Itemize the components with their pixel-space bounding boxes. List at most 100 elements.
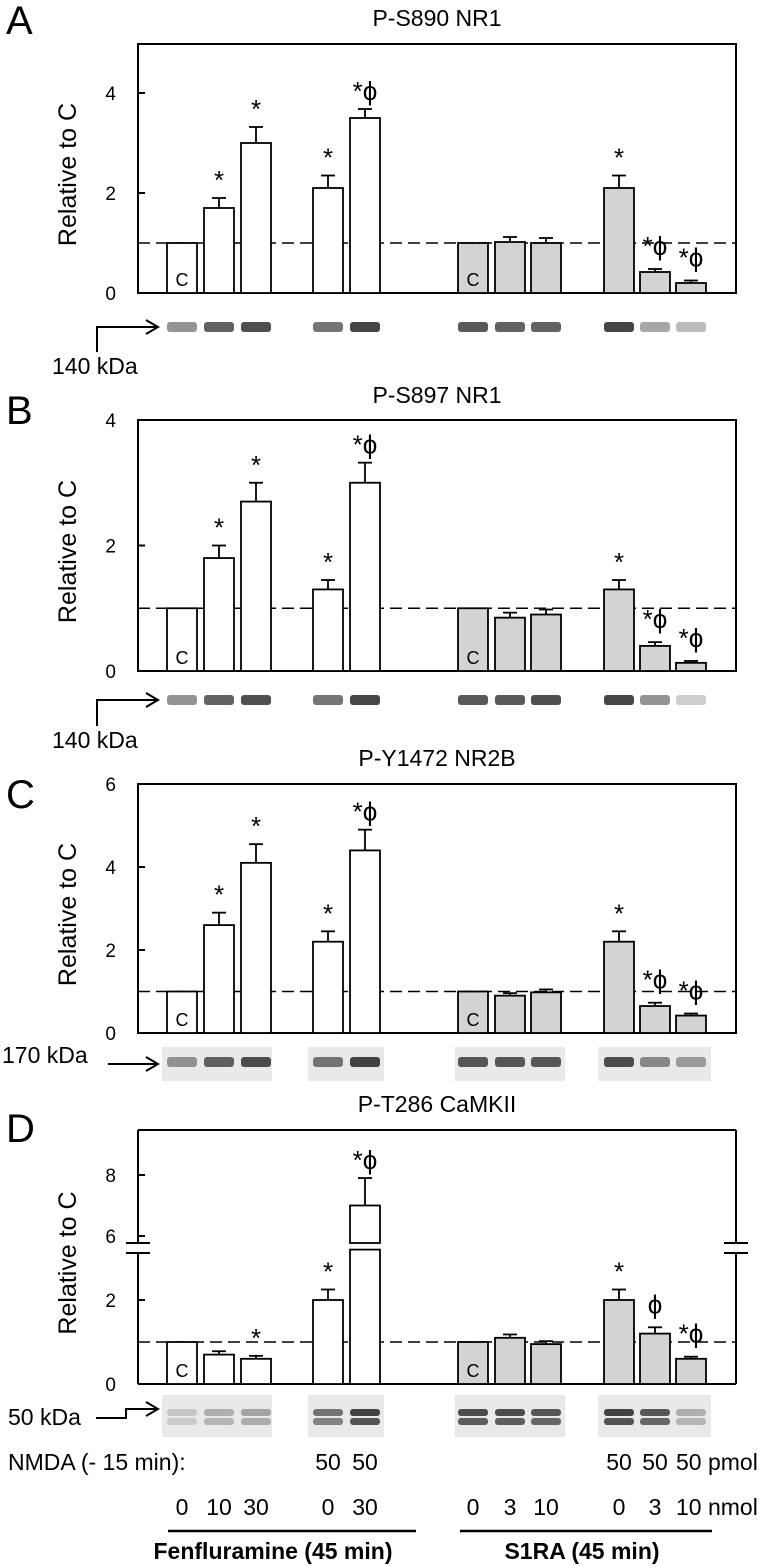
significance-mark: * bbox=[251, 1323, 261, 1353]
significance-mark: *ϕ bbox=[353, 76, 378, 106]
blot-band bbox=[350, 322, 380, 332]
drug-dose: 10 bbox=[533, 1494, 559, 1520]
nmda-label: NMDA (- 15 min): bbox=[8, 1449, 186, 1475]
bar bbox=[349, 1248, 381, 1385]
significance-mark: * bbox=[614, 143, 624, 173]
blot-band bbox=[604, 1409, 634, 1416]
blot-band bbox=[458, 1057, 488, 1067]
control-label: C bbox=[176, 648, 189, 668]
drug-dose: 3 bbox=[649, 1494, 662, 1520]
bar bbox=[203, 557, 235, 672]
bar bbox=[494, 241, 526, 294]
blot-band bbox=[640, 1418, 670, 1425]
control-label: C bbox=[176, 270, 189, 290]
bar bbox=[530, 991, 562, 1034]
blot-band bbox=[241, 1409, 271, 1416]
bar bbox=[203, 207, 235, 294]
panel-letter: B bbox=[6, 389, 33, 433]
group-label-fenfluramine: Fenfluramine (45 min) bbox=[154, 1538, 393, 1564]
blot-band bbox=[531, 1409, 561, 1416]
y-tick-label: 0 bbox=[105, 662, 116, 683]
drug-dose: 0 bbox=[322, 1494, 335, 1520]
bar bbox=[349, 117, 381, 294]
blot-band bbox=[495, 1418, 525, 1425]
group-label-s1ra: S1RA (45 min) bbox=[504, 1538, 659, 1564]
bar bbox=[240, 500, 272, 672]
blot-band bbox=[313, 695, 343, 705]
bar bbox=[603, 187, 635, 294]
blot-band bbox=[531, 1418, 561, 1425]
blot-band bbox=[204, 1418, 234, 1425]
kda-label: 140 kDa bbox=[52, 353, 138, 379]
blot-band bbox=[167, 322, 197, 332]
blot-band bbox=[676, 322, 706, 332]
y-tick-label: 8 bbox=[105, 1166, 116, 1187]
significance-mark: * bbox=[251, 811, 261, 841]
significance-mark: *ϕ bbox=[353, 430, 378, 460]
control-label: C bbox=[467, 1361, 480, 1381]
blot-band bbox=[241, 1418, 271, 1425]
significance-mark: * bbox=[614, 1257, 624, 1287]
panel-title: P-S897 NR1 bbox=[372, 382, 501, 408]
bar bbox=[349, 1204, 381, 1244]
y-tick-label: 0 bbox=[105, 1024, 116, 1045]
significance-mark: * bbox=[251, 94, 261, 124]
y-tick-label: 6 bbox=[105, 1227, 116, 1248]
drug-dose: 0 bbox=[176, 1494, 189, 1520]
bar bbox=[639, 1332, 671, 1385]
control-label: C bbox=[176, 1010, 189, 1030]
drug-dose: 0 bbox=[467, 1494, 480, 1520]
y-axis-label: Relative to C bbox=[54, 103, 82, 246]
nmda-dose: 50 bbox=[315, 1449, 341, 1475]
blot-band bbox=[640, 695, 670, 705]
blot-band bbox=[241, 1057, 271, 1067]
blot-band bbox=[531, 1057, 561, 1067]
blot-band bbox=[204, 1057, 234, 1067]
drug-dose: 10 nmol bbox=[676, 1494, 758, 1520]
kda-label: 140 kDa bbox=[52, 727, 138, 753]
bar bbox=[639, 1005, 671, 1034]
blot-arrow bbox=[96, 326, 156, 352]
control-label: C bbox=[467, 1010, 480, 1030]
bar bbox=[603, 1299, 635, 1385]
panel-title: P-S890 NR1 bbox=[372, 5, 501, 31]
bar bbox=[240, 1357, 272, 1385]
bar bbox=[312, 588, 344, 672]
blot-band bbox=[458, 1409, 488, 1416]
bar bbox=[203, 924, 235, 1034]
y-tick-label: 0 bbox=[105, 284, 116, 305]
bar bbox=[457, 1341, 489, 1385]
nmda-dose: 50 bbox=[606, 1449, 632, 1475]
significance-mark: * bbox=[251, 450, 261, 480]
bar bbox=[494, 994, 526, 1034]
significance-mark: * bbox=[214, 165, 224, 195]
significance-mark: *ϕ bbox=[679, 975, 704, 1005]
significance-mark: *ϕ bbox=[643, 604, 668, 634]
bar bbox=[457, 607, 489, 672]
blot-band bbox=[604, 1057, 634, 1067]
bar bbox=[675, 282, 707, 294]
kda-label: 50 kDa bbox=[8, 1404, 81, 1430]
panel-letter: D bbox=[6, 1107, 35, 1151]
blot-band bbox=[350, 1057, 380, 1067]
blot-band bbox=[676, 1057, 706, 1067]
arrow-head bbox=[145, 1401, 160, 1417]
drug-dose: 30 bbox=[243, 1494, 269, 1520]
significance-mark: * bbox=[214, 880, 224, 910]
bar bbox=[494, 616, 526, 672]
drug-dose: 3 bbox=[504, 1494, 517, 1520]
blot-band bbox=[241, 695, 271, 705]
panel-letter: C bbox=[6, 773, 35, 817]
significance-mark: * bbox=[214, 513, 224, 543]
y-tick-label: 2 bbox=[105, 1291, 116, 1312]
bar bbox=[312, 1299, 344, 1385]
blot-band bbox=[604, 1418, 634, 1425]
significance-mark: ϕ bbox=[648, 1289, 663, 1319]
significance-mark: * bbox=[323, 143, 333, 173]
arrow-head bbox=[145, 319, 160, 335]
blot-band bbox=[640, 1057, 670, 1067]
blot-band bbox=[495, 695, 525, 705]
bar bbox=[457, 990, 489, 1034]
bar bbox=[639, 271, 671, 294]
nmda-dose: 50 bbox=[352, 1449, 378, 1475]
